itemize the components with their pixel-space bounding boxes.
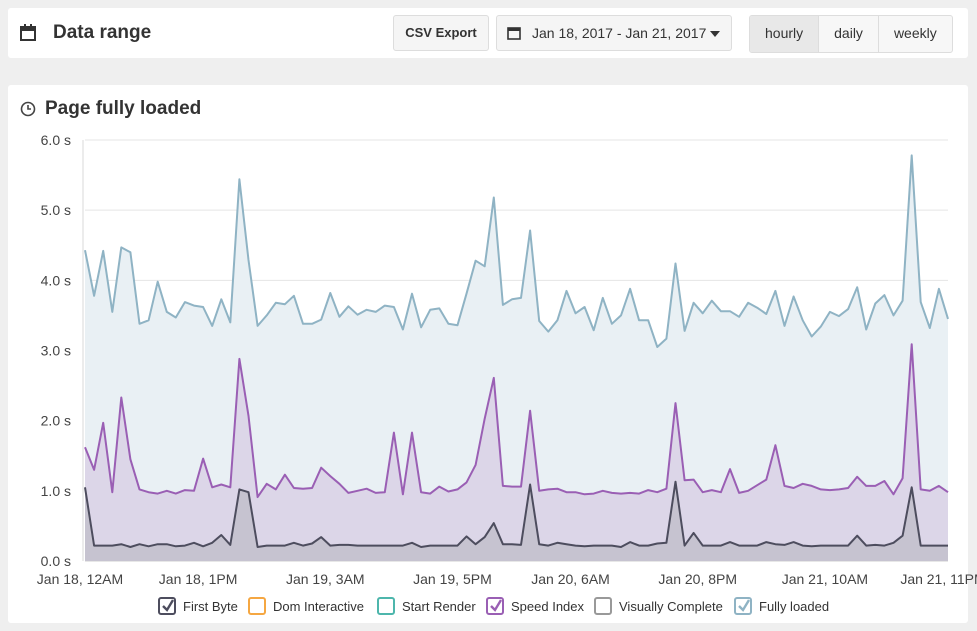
calendar-icon: [20, 24, 36, 41]
calendar-icon: [507, 27, 521, 40]
legend-label: First Byte: [183, 598, 238, 614]
legend-label: Fully loaded: [759, 598, 830, 614]
checked-checkbox-icon[interactable]: [734, 597, 752, 615]
date-range-picker[interactable]: Jan 18, 2017 - Jan 21, 2017: [496, 15, 732, 51]
legend-item-fully-loaded[interactable]: Fully loaded: [734, 597, 829, 615]
x-tick-label: Jan 21, 11PM: [900, 571, 977, 587]
csv-export-button[interactable]: CSV Export: [393, 15, 489, 51]
series-area-fully-loaded: [85, 155, 948, 561]
series-line-fully-loaded: [84, 154, 949, 348]
checked-checkbox-icon[interactable]: [486, 597, 504, 615]
y-tick-label: 6.0 s: [41, 132, 71, 148]
legend-label: Visually Complete: [619, 598, 723, 614]
x-tick-label: Jan 18, 12AM: [37, 571, 123, 587]
x-tick-label: Jan 20, 6AM: [531, 571, 610, 587]
legend-label: Start Render: [402, 598, 476, 614]
y-tick-label: 3.0 s: [41, 343, 71, 359]
series-area-speed-index: [85, 344, 948, 561]
legend-item-start-render[interactable]: Start Render: [377, 597, 476, 615]
granularity-toggle: hourly daily weekly: [749, 15, 953, 53]
checkbox-icon[interactable]: [594, 597, 612, 615]
clock-icon: [20, 101, 36, 117]
checked-checkbox-icon[interactable]: [158, 597, 176, 615]
chart-legend: First Byte Dom Interactive Start Render Spe…: [0, 597, 977, 621]
x-tick-label: Jan 18, 1PM: [159, 571, 238, 587]
date-range-text: Jan 18, 2017 - Jan 21, 2017: [532, 25, 707, 41]
legend-item-speed-index[interactable]: Speed Index: [486, 597, 584, 615]
x-tick-label: Jan 20, 8PM: [658, 571, 737, 587]
y-tick-label: 2.0 s: [41, 413, 71, 429]
page-title: Data range: [53, 22, 152, 43]
y-tick-label: 4.0 s: [41, 272, 71, 288]
checkbox-icon[interactable]: [377, 597, 395, 615]
y-tick-label: 1.0 s: [41, 483, 71, 499]
x-tick-label: Jan 21, 10AM: [782, 571, 868, 587]
series-line-speed-index: [84, 343, 949, 499]
x-tick-label: Jan 19, 5PM: [413, 571, 492, 587]
granularity-weekly[interactable]: weekly: [893, 25, 937, 41]
legend-item-dom-interactive[interactable]: Dom Interactive: [248, 597, 364, 615]
legend-item-first-byte[interactable]: First Byte: [158, 597, 238, 615]
y-tick-label: 0.0 s: [41, 553, 71, 569]
checkbox-icon[interactable]: [248, 597, 266, 615]
chevron-down-icon: [710, 31, 720, 37]
legend-item-visually-complete[interactable]: Visually Complete: [594, 597, 723, 615]
y-tick-label: 5.0 s: [41, 202, 71, 218]
granularity-daily[interactable]: daily: [819, 16, 879, 52]
legend-label: Dom Interactive: [273, 598, 365, 614]
x-tick-label: Jan 19, 3AM: [286, 571, 365, 587]
series-line-first-byte: [84, 480, 948, 548]
legend-label: Speed Index: [511, 598, 585, 614]
granularity-hourly[interactable]: hourly: [750, 16, 820, 52]
chart-title: Page fully loaded: [45, 98, 202, 119]
